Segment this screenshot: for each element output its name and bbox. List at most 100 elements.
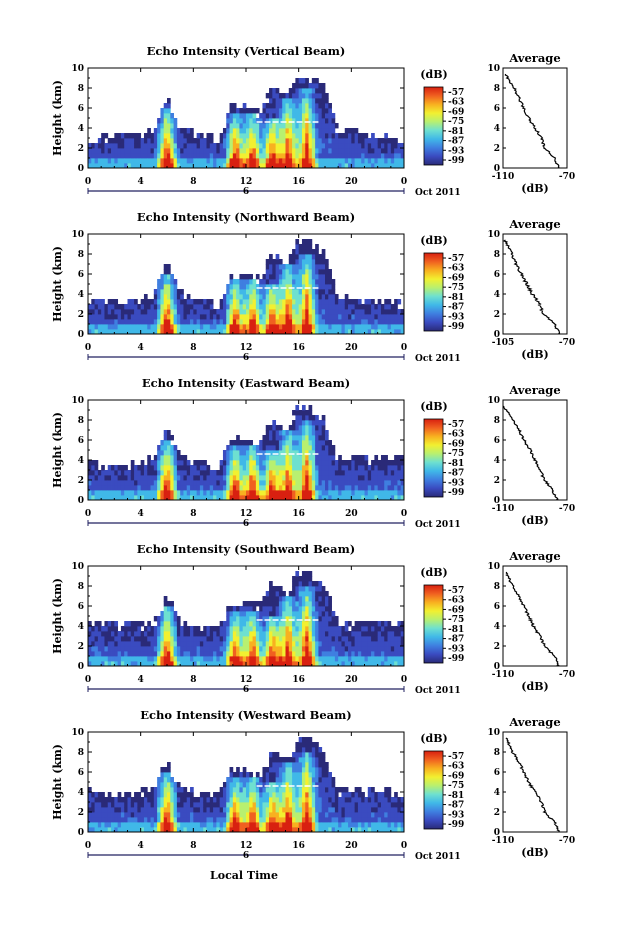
heatmap-cell [269, 641, 273, 647]
heatmap-cell [127, 812, 132, 818]
heatmap-cell [222, 465, 227, 471]
heatmap-cell [348, 465, 352, 471]
heatmap-cell [216, 480, 221, 486]
heatmap-cell [186, 490, 191, 496]
heatmap-cell [193, 817, 198, 823]
heatmap-cell [206, 133, 211, 139]
heatmap-cell [325, 616, 329, 622]
heatmap-cell [334, 460, 339, 466]
heatmap-cell [288, 158, 293, 164]
heatmap-cell [269, 259, 273, 265]
heatmap-cell [173, 299, 178, 305]
heatmap-cell [259, 329, 263, 335]
heatmap-cell [269, 148, 273, 154]
heatmap-cell [321, 93, 326, 99]
heatmap-cell [354, 470, 359, 476]
heatmap-cell [229, 807, 234, 813]
heatmap-cell [127, 299, 132, 305]
heatmap-cell [341, 153, 346, 159]
heatmap-cell [288, 646, 293, 652]
heatmap-cell [295, 289, 300, 295]
heatmap-cell [262, 158, 267, 164]
heatmap-cell [272, 651, 277, 657]
heatmap-cell [160, 651, 165, 657]
heatmap-cell [91, 153, 95, 159]
heatmap-cell [124, 148, 128, 154]
heatmap-cell [153, 792, 158, 798]
heatmap-cell [150, 651, 155, 657]
heatmap-cell [295, 98, 300, 104]
heatmap-cell [288, 163, 293, 169]
heatmap-cell [130, 661, 135, 667]
y-tick-label: 2 [78, 144, 84, 154]
heatmap-cell [249, 782, 253, 788]
heatmap-cell [239, 314, 244, 320]
heatmap-cell [305, 581, 309, 587]
heatmap-cell [232, 656, 237, 662]
heatmap-cell [400, 153, 405, 159]
heatmap-cell [328, 304, 332, 310]
heatmap-cell [140, 636, 145, 642]
heatmap-cell [226, 294, 230, 300]
heatmap-cell [163, 651, 168, 657]
heatmap-cell [239, 797, 244, 803]
heatmap-cell [120, 641, 125, 647]
heatmap-cell [111, 465, 115, 471]
heatmap-cell [216, 314, 221, 320]
heatmap-cell [180, 289, 184, 295]
heatmap-cell [153, 661, 158, 667]
heatmap-cell [269, 636, 273, 642]
heatmap-cell [203, 817, 207, 823]
heatmap-cell [186, 646, 191, 652]
heatmap-cell [400, 158, 405, 164]
heatmap-cell [127, 314, 132, 320]
heatmap-cell [222, 661, 227, 667]
heatmap-cell [285, 455, 290, 461]
heatmap-cell [361, 646, 365, 652]
heatmap-cell [282, 430, 286, 436]
heatmap-cell [111, 324, 115, 330]
heatmap-cell [321, 626, 326, 632]
heatmap-cell [275, 495, 280, 501]
heatmap-cell [137, 626, 142, 632]
heatmap-cell [288, 616, 293, 622]
heatmap-cell [328, 133, 332, 139]
heatmap-cell [301, 576, 306, 582]
heatmap-cell [311, 455, 316, 461]
heatmap-cell [367, 631, 372, 637]
heatmap-cell [311, 490, 316, 496]
heatmap-cell [331, 450, 336, 456]
heatmap-cell [259, 460, 263, 466]
heatmap-cell [397, 656, 402, 662]
heatmap-cell [91, 299, 95, 305]
heatmap-cell [282, 651, 286, 657]
heatmap-cell [137, 475, 142, 481]
heatmap-cell [371, 299, 375, 305]
heatmap-cell [173, 636, 178, 642]
heatmap-cell [196, 631, 201, 637]
heatmap-cell [301, 626, 306, 632]
heatmap-cell [308, 329, 313, 335]
heatmap-cell [91, 475, 95, 481]
heatmap-cell [390, 309, 395, 315]
heatmap-cell [311, 601, 316, 607]
heatmap-cell [229, 128, 234, 134]
heatmap-cell [246, 455, 250, 461]
heatmap-cell [265, 153, 270, 159]
heatmap-cell [357, 309, 362, 315]
heatmap-cell [143, 324, 148, 330]
heatmap-cell [216, 797, 221, 803]
heatmap-cell [147, 329, 151, 335]
heatmap-cell [160, 304, 165, 310]
heatmap-cell [190, 143, 194, 149]
heatmap-cell [298, 601, 303, 607]
heatmap-cell [285, 284, 290, 290]
heatmap-cell [196, 158, 201, 164]
heatmap-cell [140, 319, 145, 325]
heatmap-cell [348, 460, 352, 466]
heatmap-cell [183, 807, 188, 813]
heatmap-cell [292, 606, 296, 612]
heatmap-cell [295, 324, 300, 330]
x-tick-label: 16 [292, 675, 305, 685]
